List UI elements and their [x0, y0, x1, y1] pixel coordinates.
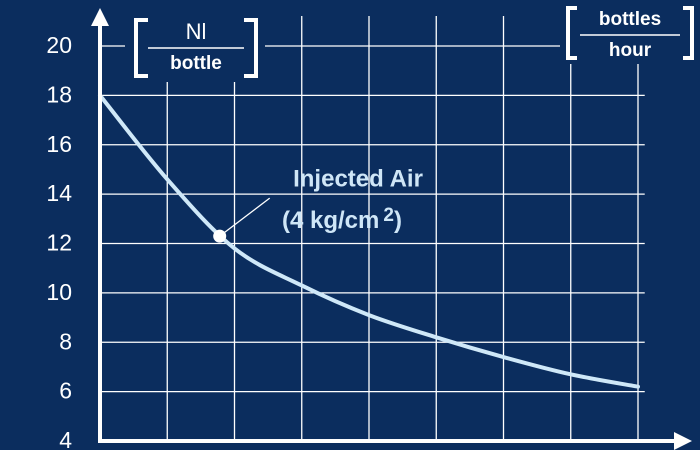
y-tick-label: 6: [59, 378, 72, 404]
y-tick-label: 12: [46, 230, 72, 256]
annotation-leader: [219, 197, 271, 237]
line: [98, 93, 640, 389]
x-unit-numerator: bottles: [599, 9, 661, 30]
annotation-line2: (4 kg/cm 2): [282, 205, 402, 234]
annotation-point: [213, 229, 227, 243]
y-unit-denominator: bottle: [170, 53, 222, 74]
x-axis-arrow: [674, 432, 692, 450]
y-tick-label: 4: [59, 427, 72, 450]
y-tick-label: 14: [46, 180, 72, 206]
x-unit-denominator: hour: [609, 40, 652, 61]
annotation-close: ): [394, 207, 402, 234]
y-unit-brackets: [134, 18, 258, 78]
plot: [98, 93, 640, 389]
x-unit-box: [560, 4, 700, 64]
annotation-line1: Injected Air: [293, 165, 423, 192]
y-tick-label: 16: [46, 131, 72, 157]
y-tick-label: 8: [59, 328, 72, 354]
annotation-superscript: 2: [383, 205, 394, 226]
y-axis-arrow: [91, 8, 109, 26]
y-tick-label: 20: [46, 32, 72, 58]
y-tick-label: 10: [46, 279, 72, 305]
annotation-text: (4 kg/cm: [282, 207, 379, 234]
y-unit-numerator: Nl: [186, 19, 207, 44]
y-tick-label: 18: [46, 81, 72, 107]
x-unit-brackets: [566, 6, 694, 60]
